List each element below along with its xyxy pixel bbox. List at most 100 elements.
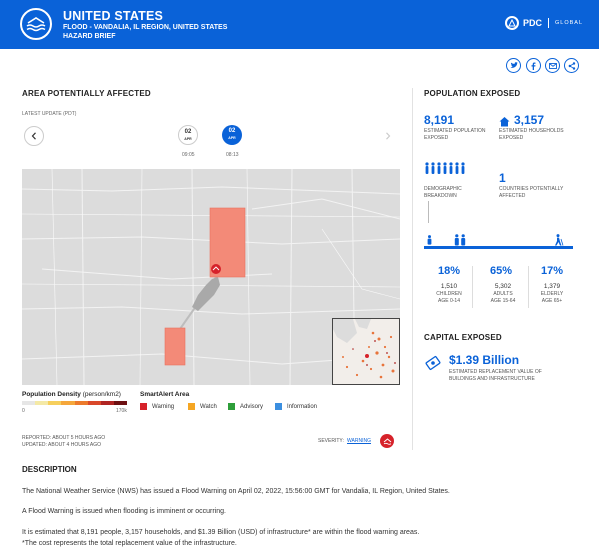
capital-value: $1.39 Billion (449, 353, 520, 367)
density-min: 0 (22, 408, 25, 414)
overview-inset-map[interactable] (332, 318, 400, 385)
reported-time: REPORTED: ABOUT 5 HOURS AGO (22, 435, 106, 441)
date-option-1-selected[interactable]: 02 APR (222, 125, 242, 145)
elderly-count: 1,379 (543, 283, 561, 290)
watch-swatch (188, 403, 195, 410)
information-swatch (275, 403, 282, 410)
legend-information: Information (275, 403, 317, 410)
latest-update-label: LATEST UPDATE (PDT) (22, 111, 77, 117)
pdc-logo[interactable]: PDC GLOBAL (505, 16, 583, 30)
description-line-3: It is estimated that 8,191 people, 3,157… (22, 529, 420, 536)
elderly-detail: 1,379 ELDERLY AGE 65+ (532, 283, 572, 304)
warning-swatch (140, 403, 147, 410)
capital-title: CAPITAL EXPOSED (424, 333, 502, 342)
adults-age: AGE 15-64 (490, 297, 516, 304)
adults-percent: 65% (490, 265, 513, 277)
population-count: 8,191 (424, 113, 455, 127)
flood-hazard-icon (20, 8, 52, 40)
area-title: AREA POTENTIALLY AFFECTED (22, 89, 151, 98)
elderly-percent: 17% (541, 265, 564, 277)
adults-icon (453, 233, 467, 251)
group-divider (528, 266, 529, 308)
column-divider (412, 88, 413, 450)
date-option-0[interactable]: 02 APR (178, 125, 198, 145)
legend-label: Information (287, 403, 318, 410)
updated-time: UPDATED: ABOUT 4 HOURS AGO (22, 442, 101, 448)
twitter-icon[interactable] (506, 58, 521, 73)
warning-severity-icon (380, 434, 394, 448)
pdc-logo-icon (505, 16, 519, 30)
page-title: UNITED STATES (63, 9, 164, 23)
date-day: 02 (184, 129, 192, 135)
density-swatch (100, 401, 114, 405)
legend-advisory: Advisory (228, 403, 263, 410)
elderly-name: ELDERLY (540, 291, 564, 297)
household-count: 3,157 (514, 113, 545, 127)
density-swatch (48, 401, 62, 405)
age-distribution-bar (424, 246, 573, 249)
next-date-button[interactable] (378, 126, 398, 146)
children-age: AGE 0-14 (438, 297, 460, 304)
elderly-icon (553, 233, 565, 251)
child-icon (426, 233, 433, 251)
date-day: 02 (228, 128, 236, 134)
date-time: 08:13 (226, 152, 239, 158)
density-title: Population Density (22, 391, 81, 398)
date-time: 09:05 (182, 152, 195, 158)
legend-warning: Warning (140, 403, 174, 410)
density-swatch (35, 401, 49, 405)
density-legend-title: Population Density (person/km2) (22, 391, 121, 398)
density-swatch (74, 401, 88, 405)
density-color-scale (22, 401, 127, 405)
legend-label: Warning (152, 403, 175, 410)
population-title: POPULATION EXPOSED (424, 89, 521, 98)
page-header: UNITED STATES FLOOD - VANDALIA, IL REGIO… (0, 0, 599, 49)
capital-label: ESTIMATED REPLACEMENT VALUE OF BUILDINGS… (449, 369, 542, 382)
chevron-right-icon (386, 132, 391, 140)
severity-link[interactable]: WARNING (347, 438, 371, 444)
description-line-1: The National Weather Service (NWS) has i… (22, 488, 450, 495)
prev-date-button[interactable] (24, 126, 44, 146)
density-swatch (87, 401, 101, 405)
description-line-4: *The cost represents the total replaceme… (22, 540, 237, 547)
chevron-left-icon (31, 132, 36, 140)
children-count: 1,510 (440, 283, 458, 290)
description-title: DESCRIPTION (22, 465, 77, 474)
pdc-divider (548, 18, 550, 28)
density-max: 170k (116, 408, 127, 414)
share-icon[interactable] (564, 58, 579, 73)
children-detail: 1,510 CHILDREN AGE 0-14 (429, 283, 469, 304)
adults-detail: 5,302 ADULTS AGE 15-64 (483, 283, 523, 304)
countries-label: COUNTRIES POTENTIALLY AFFECTED (499, 186, 564, 199)
money-icon (424, 354, 442, 377)
legend-label: Watch (200, 403, 217, 410)
smartalert-title: SmartAlert Area (140, 391, 190, 398)
facebook-icon[interactable] (526, 58, 541, 73)
countries-count: 1 (499, 171, 506, 185)
people-group-icon (424, 162, 466, 183)
advisory-swatch (228, 403, 235, 410)
household-icon (499, 114, 510, 132)
hazard-subtitle: FLOOD - VANDALIA, IL REGION, UNITED STAT… (63, 24, 228, 31)
density-swatch (113, 401, 127, 405)
demographic-connector (428, 201, 429, 223)
legend-watch: Watch (188, 403, 217, 410)
pdc-global: GLOBAL (555, 20, 584, 26)
legend-label: Advisory (240, 403, 264, 410)
demographic-label: DEMOGRAPHIC BREAKDOWN (424, 186, 462, 199)
household-label: ESTIMATED HOUSEHOLDS EXPOSED (499, 128, 564, 141)
density-unit: (person/km2) (82, 391, 121, 398)
group-divider (472, 266, 473, 308)
date-month: APR (184, 137, 192, 141)
density-swatch (61, 401, 75, 405)
population-label: ESTIMATED POPULATION EXPOSED (424, 128, 486, 141)
email-icon[interactable] (545, 58, 560, 73)
adults-count: 5,302 (494, 283, 512, 290)
children-percent: 18% (438, 265, 461, 277)
elderly-age: AGE 65+ (541, 297, 563, 304)
hazard-map[interactable] (22, 169, 400, 385)
adults-name: ADULTS (493, 291, 513, 297)
pdc-brand: PDC (523, 18, 543, 28)
hazard-brief-label: HAZARD BRIEF (63, 33, 116, 40)
description-line-2: A Flood Warning is issued when flooding … (22, 508, 227, 515)
